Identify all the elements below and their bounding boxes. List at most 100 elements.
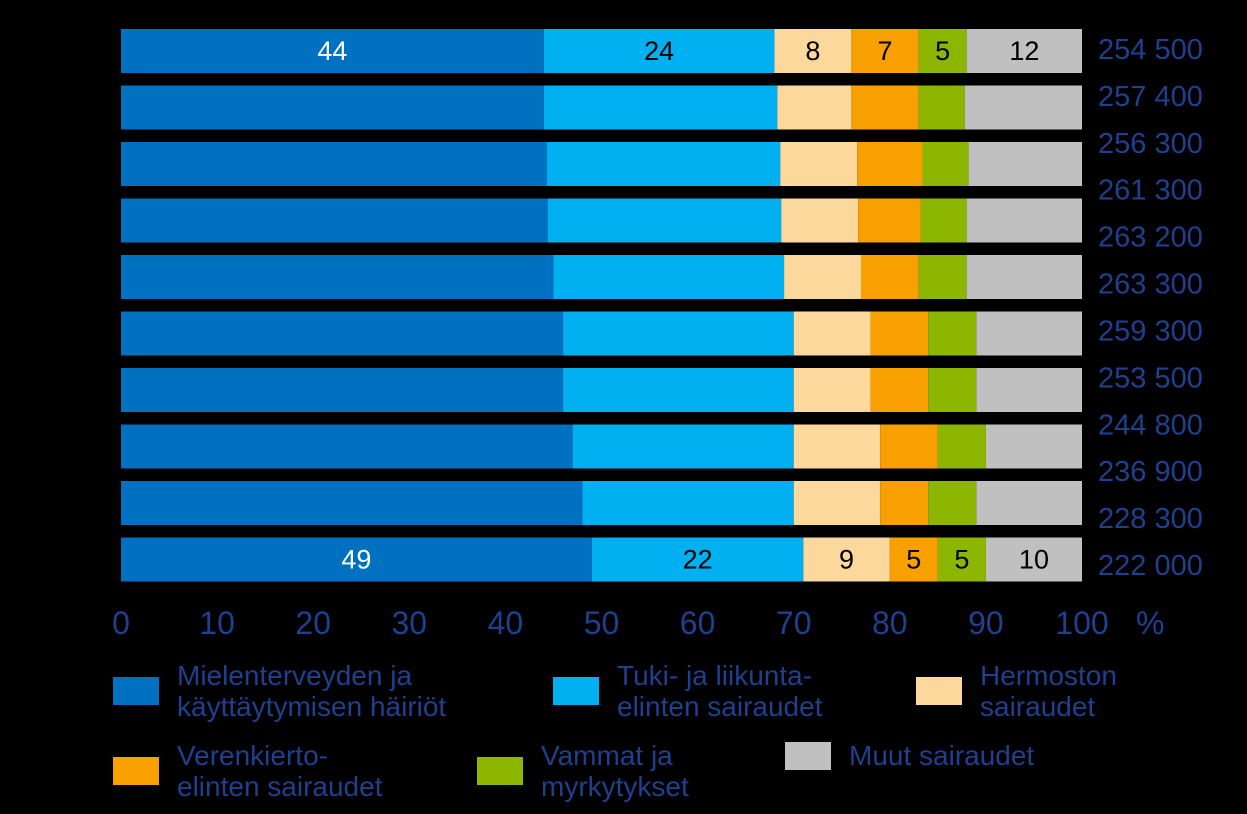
bar-segment-3-5: [922, 142, 969, 186]
bar-row-9: [121, 481, 1082, 525]
row-total-label: 256 300: [1098, 128, 1203, 160]
x-tick-label: 40: [488, 605, 524, 641]
bar-segment-8-1: [121, 424, 573, 469]
bar-data-label: 12: [1009, 36, 1039, 66]
bar-segment-4-5: [920, 198, 967, 243]
bar-segment-7-1: [121, 368, 564, 412]
bars-layer: 44 24 8 7 5 12 49 22 9 5 5 10: [121, 29, 1082, 582]
bar-segment-8-4: [880, 424, 938, 469]
legend-label: Mielenterveyden ja käyttäytymisen häiriö…: [177, 660, 447, 722]
bar-segment-8-6: [985, 424, 1082, 469]
legend-item: Muut sairaudet: [785, 740, 1034, 771]
legend-swatch: [113, 677, 159, 705]
x-tick-label: 0: [112, 605, 130, 641]
bar-segment-10-6: [985, 537, 1082, 582]
bar-segment-7-2: [563, 368, 794, 412]
bar-segment-6-2: [563, 311, 794, 356]
bar-segment-4-6: [966, 198, 1082, 243]
row-totals: 254 500 257 400 256 300 261 300 263 200 263 3…: [1098, 34, 1203, 582]
row-total-label: 222 000: [1098, 550, 1203, 582]
bar-data-label: 10: [1019, 545, 1049, 575]
bar-segment-2-6: [964, 85, 1082, 130]
bar-segment-9-2: [582, 481, 794, 525]
bar-row-10: 49 22 9 5 5 10: [121, 537, 1082, 582]
bar-segment-7-3: [793, 368, 871, 412]
bar-segment-9-3: [793, 481, 881, 525]
bar-segment-5-1: [121, 255, 554, 299]
legend-swatch: [553, 677, 599, 705]
bar-data-label: 8: [805, 36, 820, 66]
bar-segment-2-4: [851, 85, 919, 130]
x-tick-label: 100: [1055, 605, 1108, 641]
bar-segment-9-1: [121, 481, 583, 525]
legend-item: Vammat ja myrkytykset: [477, 740, 689, 802]
bar-segment-3-1: [121, 142, 547, 186]
bar-segment-3-6: [968, 142, 1082, 186]
legend-label: Tuki- ja liikunta- elinten sairaudet: [617, 660, 823, 722]
legend-label: Verenkierto- elinten sairaudet: [177, 740, 383, 802]
bar-segment-3-4: [857, 142, 923, 186]
bar-segment-7-6: [976, 368, 1082, 412]
bar-segment-5-2: [553, 255, 785, 299]
bar-segment-4-3: [781, 198, 859, 243]
row-total-label: 244 800: [1098, 409, 1203, 441]
legend-item: Mielenterveyden ja käyttäytymisen häiriö…: [113, 660, 446, 722]
bar-data-label: 44: [317, 36, 347, 66]
row-total-label: 263 300: [1098, 269, 1203, 301]
legend-item: Verenkierto- elinten sairaudet: [113, 740, 382, 802]
row-total-label: 253 500: [1098, 362, 1203, 394]
x-axis: 0 10 20 30 40 50 60 70 80 90 100%: [112, 605, 1164, 641]
bar-segment-8-2: [572, 424, 794, 469]
bar-data-label: 7: [877, 36, 892, 66]
legend-label: Vammat ja myrkytykset: [541, 740, 689, 802]
bar-segment-9-4: [880, 481, 929, 525]
x-tick-label: 90: [968, 605, 1004, 641]
bar-segment-9-6: [976, 481, 1082, 525]
row-total-label: 236 900: [1098, 456, 1203, 488]
bar-segment-10-5: [937, 537, 986, 582]
bar-segment-2-5: [918, 85, 965, 130]
bar-segment-9-5: [928, 481, 977, 525]
x-tick-label: 50: [584, 605, 620, 641]
legend-label: Hermoston sairaudet: [980, 660, 1117, 722]
bar-segment-1-6: [966, 29, 1082, 73]
bar-segment-1-4: [851, 29, 919, 73]
bar-row-4: [121, 198, 1082, 243]
bar-segment-5-5: [918, 255, 967, 299]
bar-data-label: 22: [683, 545, 713, 575]
x-tick-label: 20: [295, 605, 331, 641]
bar-segment-1-5: [918, 29, 967, 73]
bar-row-5: [121, 255, 1082, 299]
bar-segment-2-2: [543, 85, 778, 130]
bar-segment-8-5: [937, 424, 986, 469]
bar-segment-4-2: [547, 198, 782, 243]
row-total-label: 261 300: [1098, 175, 1203, 207]
legend-swatch: [113, 757, 159, 785]
x-tick-label: 80: [872, 605, 908, 641]
bar-segment-3-2: [546, 142, 781, 186]
bar-data-label: 9: [839, 545, 854, 575]
bar-row-8: [121, 424, 1082, 469]
bar-segment-7-5: [928, 368, 977, 412]
bar-segment-1-2: [543, 29, 775, 73]
row-total-label: 254 500: [1098, 34, 1203, 66]
bar-data-label: 5: [954, 545, 969, 575]
bar-segment-2-3: [777, 85, 852, 130]
bar-segment-1-1: [121, 29, 544, 73]
x-tick-label: 60: [680, 605, 716, 641]
x-tick-label: 30: [392, 605, 428, 641]
legend-item: Tuki- ja liikunta- elinten sairaudet: [553, 660, 822, 722]
bar-row-2: [121, 85, 1082, 130]
bar-segment-6-6: [976, 311, 1082, 356]
legend-swatch: [916, 677, 962, 705]
bar-row-6: [121, 311, 1082, 356]
legend-item: Hermoston sairaudet: [916, 660, 1117, 722]
bar-segment-7-4: [870, 368, 929, 412]
bar-data-label: 5: [906, 545, 921, 575]
x-tick-label: 10: [199, 605, 235, 641]
bar-segment-10-3: [803, 537, 890, 582]
row-total-label: 257 400: [1098, 81, 1203, 113]
row-total-label: 259 300: [1098, 315, 1203, 347]
bar-row-3: [121, 142, 1082, 186]
